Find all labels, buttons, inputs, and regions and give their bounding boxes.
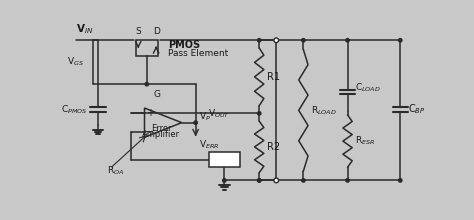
Circle shape <box>257 179 261 182</box>
Text: V$_{IN}$: V$_{IN}$ <box>76 22 94 36</box>
Circle shape <box>257 179 261 182</box>
Text: R$_{ESR}$: R$_{ESR}$ <box>356 135 375 147</box>
Circle shape <box>346 38 349 42</box>
Bar <box>209 152 240 167</box>
Text: Error: Error <box>151 124 172 133</box>
Circle shape <box>399 38 402 42</box>
Text: S: S <box>136 28 141 36</box>
Text: C$_{BP}$: C$_{BP}$ <box>408 103 426 116</box>
Text: +: + <box>146 108 154 118</box>
Text: V$_{GS}$: V$_{GS}$ <box>67 56 84 68</box>
Text: C$_{PMOS}$: C$_{PMOS}$ <box>61 103 87 116</box>
Circle shape <box>346 179 349 182</box>
Circle shape <box>257 112 261 115</box>
Text: R$_{LOAD}$: R$_{LOAD}$ <box>311 104 337 117</box>
Text: V$_{OUT}$: V$_{OUT}$ <box>208 108 230 120</box>
Circle shape <box>194 121 197 124</box>
Text: PMOS: PMOS <box>168 40 200 50</box>
Text: V$_{REF}$: V$_{REF}$ <box>213 153 235 167</box>
Circle shape <box>274 38 279 43</box>
Circle shape <box>399 179 402 182</box>
Text: R2: R2 <box>267 142 280 152</box>
Circle shape <box>223 179 226 182</box>
Text: R1: R1 <box>267 72 280 82</box>
Text: R$_{OA}$: R$_{OA}$ <box>107 165 125 177</box>
Text: −: − <box>145 127 155 137</box>
Text: V$_{ERR}$: V$_{ERR}$ <box>199 138 219 150</box>
Circle shape <box>145 82 148 86</box>
Circle shape <box>257 38 261 42</box>
Text: D: D <box>153 28 160 36</box>
Text: V$_P$: V$_P$ <box>199 110 211 123</box>
Circle shape <box>301 179 305 182</box>
Bar <box>136 40 158 56</box>
Circle shape <box>274 178 279 183</box>
Text: Amplifier: Amplifier <box>142 130 180 139</box>
Text: Pass Element: Pass Element <box>168 49 228 58</box>
Text: G: G <box>153 90 160 99</box>
Circle shape <box>301 38 305 42</box>
Text: C$_{LOAD}$: C$_{LOAD}$ <box>356 82 381 94</box>
